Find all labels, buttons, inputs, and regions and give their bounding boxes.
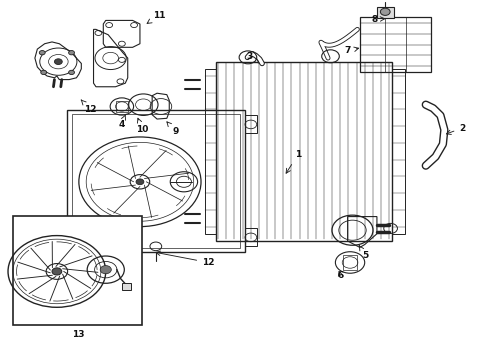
Bar (392, 69, 405, 234)
Text: 1: 1 (286, 150, 301, 173)
Text: 13: 13 (72, 330, 84, 339)
Bar (245, 228, 257, 246)
Circle shape (54, 59, 62, 64)
Bar (245, 116, 257, 134)
Circle shape (52, 268, 62, 275)
Text: 5: 5 (359, 246, 368, 260)
Text: 11: 11 (147, 10, 166, 23)
Bar (67, 110, 245, 252)
Text: 12: 12 (156, 251, 215, 267)
Text: 7: 7 (344, 46, 359, 55)
Bar (13, 216, 143, 325)
Bar (205, 69, 216, 234)
Bar (377, 7, 394, 18)
Text: 4: 4 (118, 114, 125, 129)
Circle shape (136, 179, 144, 185)
Text: 6: 6 (337, 270, 343, 279)
Circle shape (69, 70, 74, 75)
Circle shape (380, 8, 390, 15)
Text: 2: 2 (446, 123, 466, 134)
Circle shape (39, 50, 45, 55)
Bar (72, 114, 240, 248)
Circle shape (41, 70, 47, 75)
Text: 8: 8 (371, 15, 385, 24)
Text: 10: 10 (136, 118, 148, 134)
Bar (116, 101, 128, 112)
Text: 12: 12 (81, 100, 97, 114)
Bar (360, 17, 431, 72)
Bar (216, 62, 392, 241)
Circle shape (69, 50, 74, 55)
Text: 3: 3 (247, 52, 259, 63)
Circle shape (100, 266, 111, 274)
Bar (122, 283, 131, 290)
Text: 9: 9 (167, 122, 179, 136)
Bar (343, 255, 357, 270)
